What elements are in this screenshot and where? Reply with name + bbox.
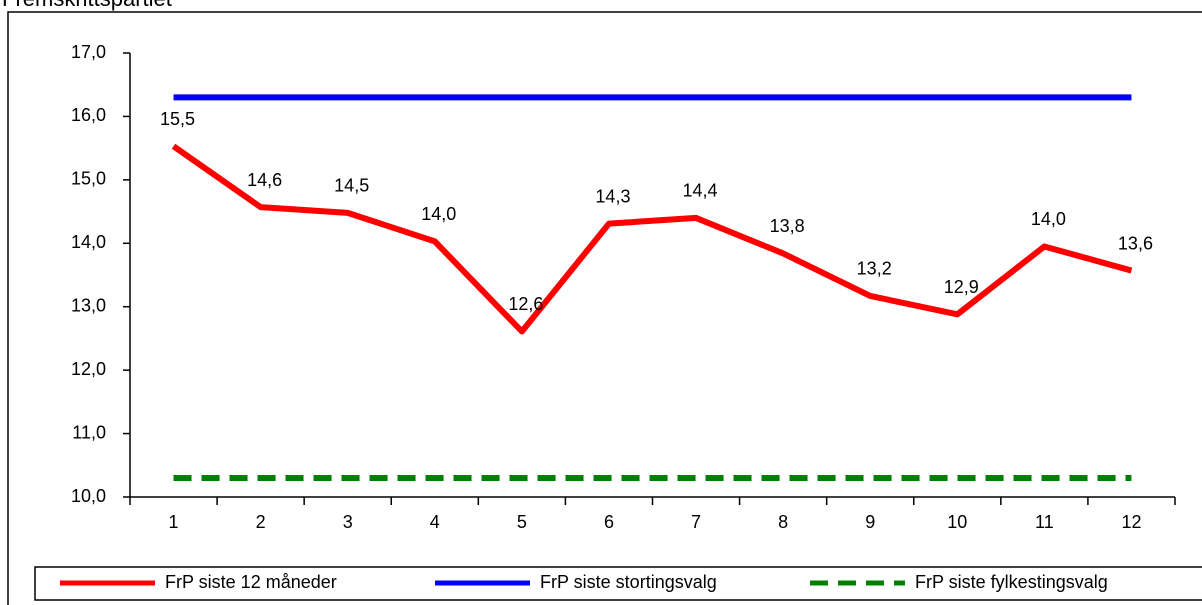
x-tick-label: 2 [256, 512, 266, 532]
data-label: 14,3 [595, 186, 630, 206]
x-tick-label: 1 [169, 512, 179, 532]
chart-frame [7, 11, 1202, 605]
x-tick-label: 7 [691, 512, 701, 532]
data-label: 14,0 [1031, 209, 1066, 229]
x-tick-label: 11 [1035, 512, 1054, 532]
y-tick-label: 17,0 [71, 42, 106, 62]
x-tick-label: 5 [517, 512, 527, 532]
data-label: 12,9 [944, 277, 979, 297]
x-tick-label: 3 [343, 512, 353, 532]
y-tick-label: 11,0 [72, 422, 106, 442]
y-tick-label: 16,0 [71, 105, 106, 125]
legend-box [34, 566, 1202, 601]
data-label: 13,8 [770, 216, 805, 236]
data-label: 12,6 [508, 294, 543, 314]
x-tick-label: 9 [865, 512, 875, 532]
data-label: 14,5 [334, 176, 369, 196]
x-tick-label: 8 [778, 512, 788, 532]
data-label: 14,0 [421, 204, 456, 224]
data-line [171, 143, 1133, 335]
y-tick-label: 15,0 [71, 169, 106, 189]
chart-title: Fremskrittspartiet [2, 0, 172, 11]
legend-label: FrP siste 12 måneder [165, 572, 337, 592]
x-tick-label: 6 [604, 512, 614, 532]
data-label: 13,2 [857, 259, 892, 279]
data-label: 14,4 [683, 181, 718, 201]
legend-label: FrP siste fylkestingsvalg [915, 572, 1108, 592]
y-tick-label: 12,0 [71, 359, 106, 379]
y-tick-label: 14,0 [71, 232, 106, 252]
data-label: 13,6 [1118, 233, 1153, 253]
data-label: 14,6 [247, 170, 282, 190]
x-tick-label: 10 [947, 512, 967, 532]
x-tick-label: 12 [1121, 512, 1141, 532]
x-tick-label: 4 [430, 512, 440, 532]
y-tick-label: 10,0 [71, 486, 106, 506]
data-label: 15,5 [160, 109, 195, 129]
y-tick-label: 13,0 [71, 295, 106, 315]
legend-label: FrP siste stortingsvalg [540, 572, 717, 592]
